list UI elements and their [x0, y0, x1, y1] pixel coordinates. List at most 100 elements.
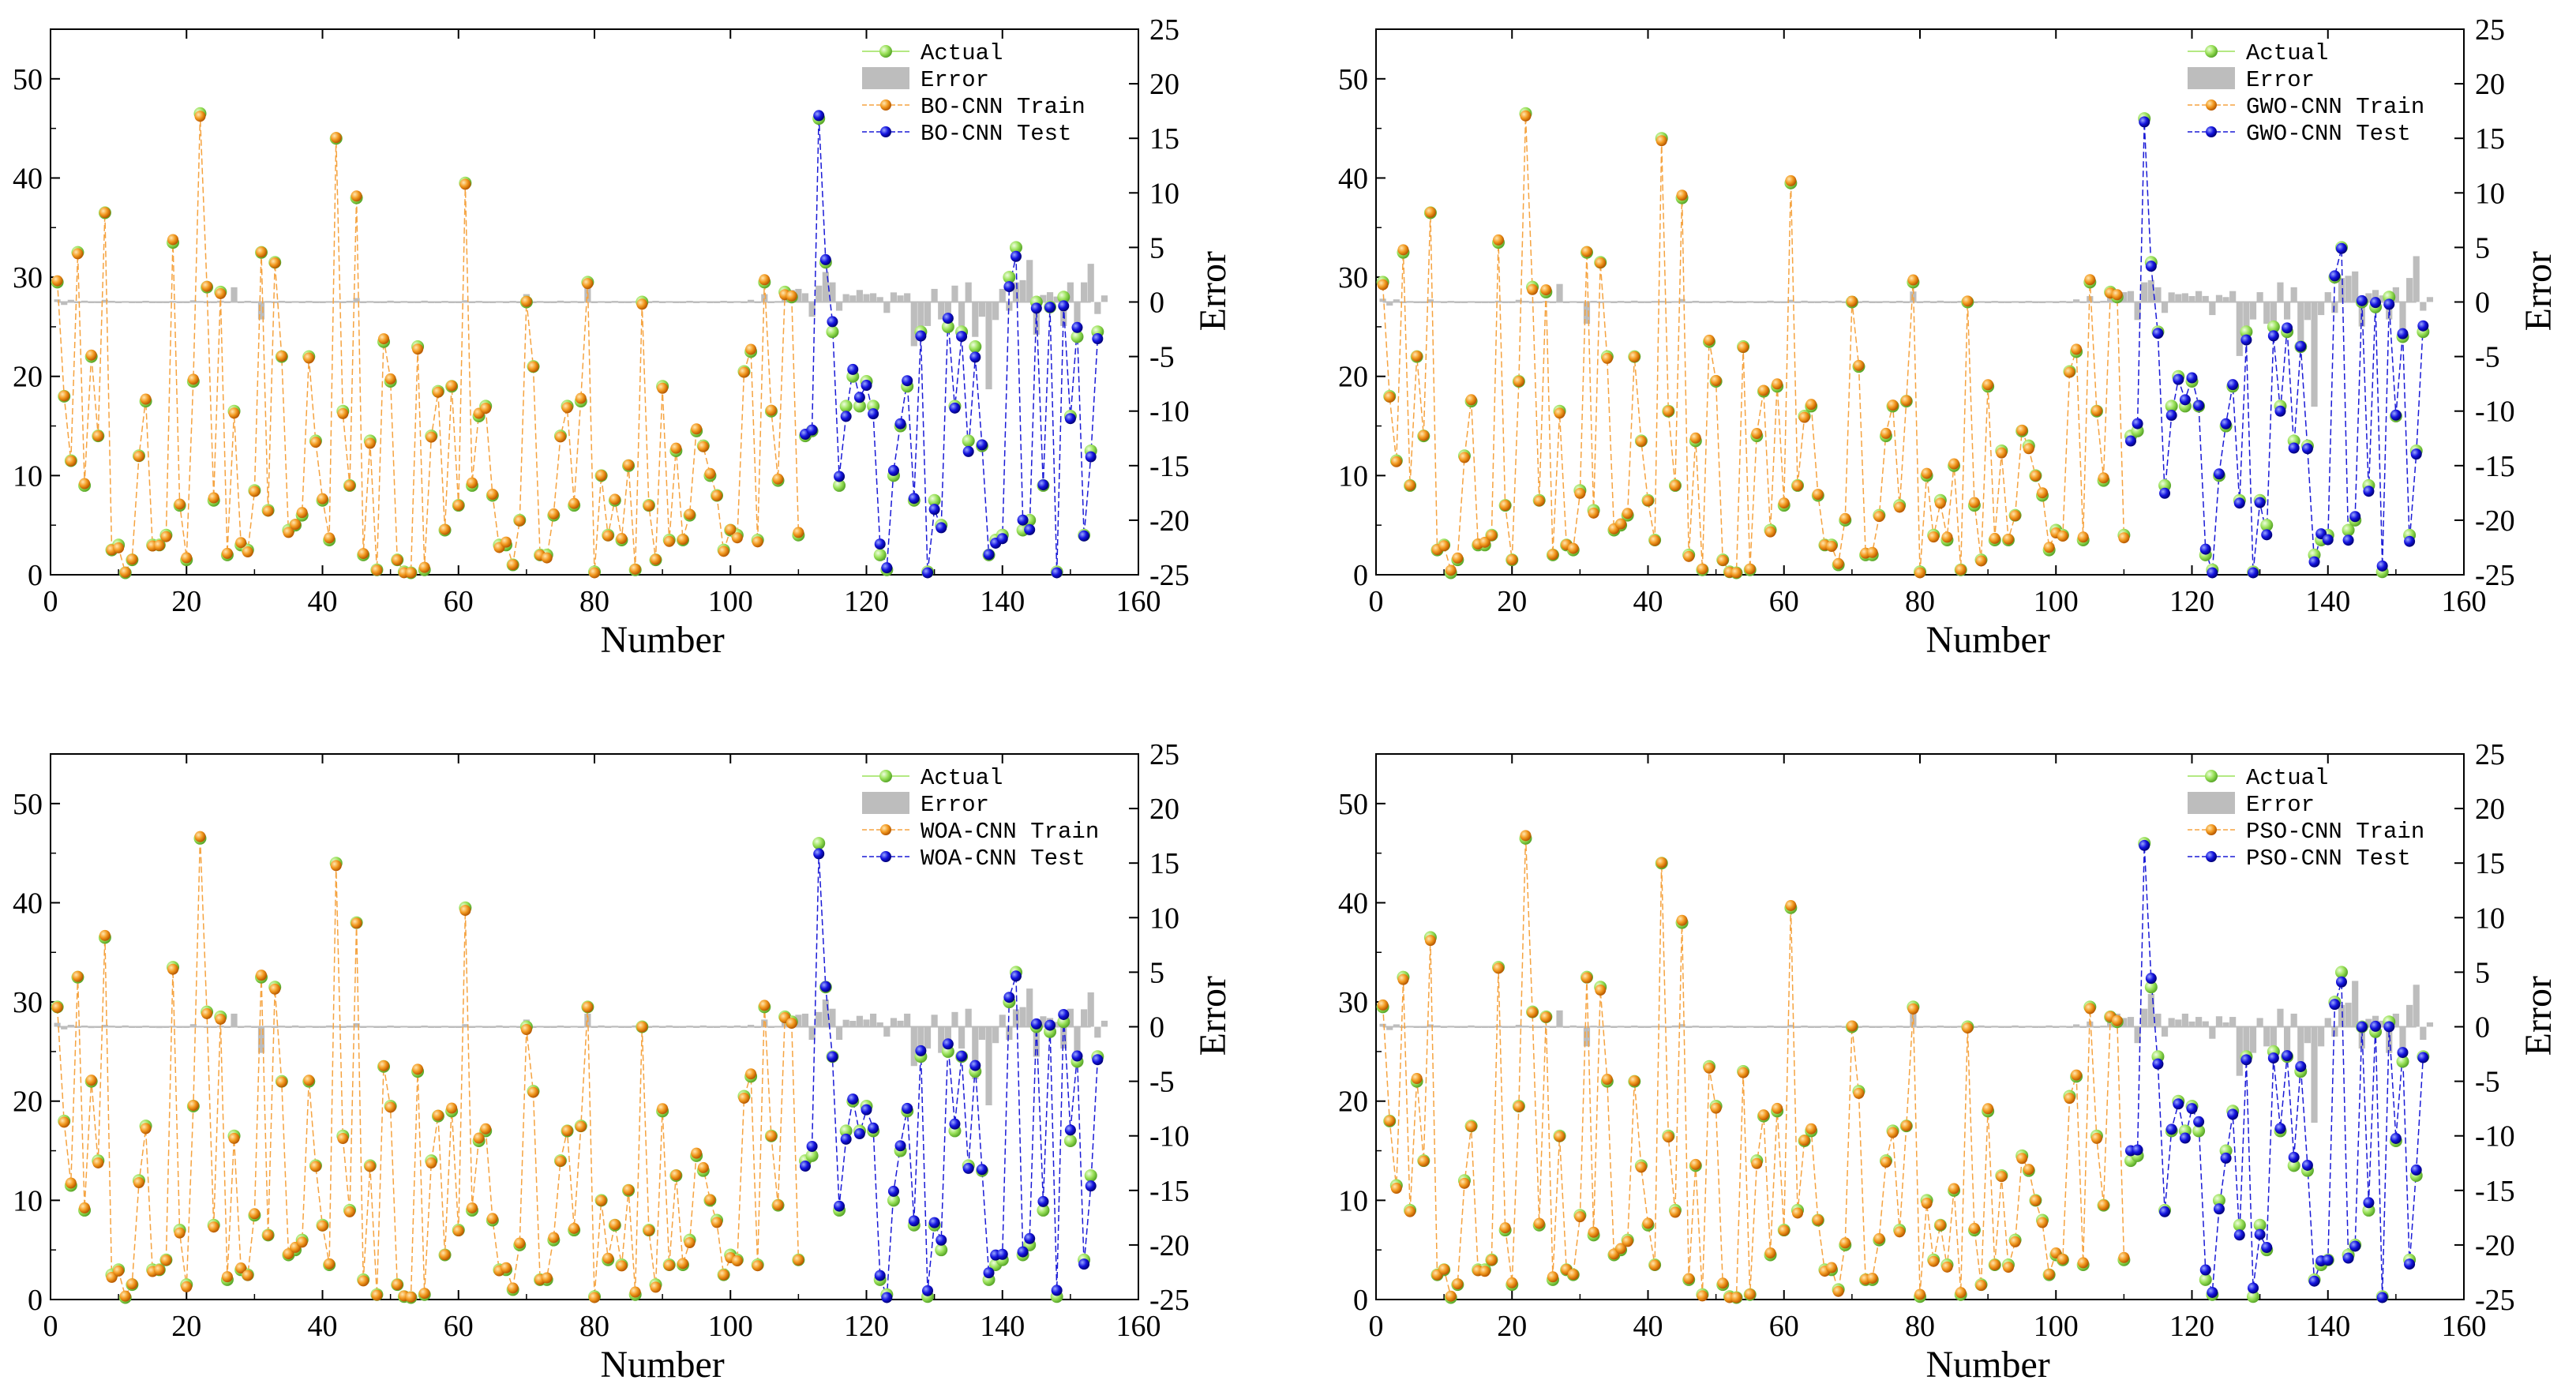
- train-point: [2009, 510, 2021, 522]
- train-point: [697, 1161, 709, 1173]
- test-point: [827, 316, 838, 328]
- train-point: [446, 380, 458, 392]
- train-point: [1968, 1222, 1980, 1234]
- train-point: [384, 373, 396, 384]
- error-bar: [285, 302, 292, 303]
- error-bar: [2420, 302, 2427, 311]
- error-bar: [101, 299, 108, 302]
- train-point: [1989, 532, 2000, 544]
- train-point: [79, 478, 91, 489]
- test-point: [806, 1140, 818, 1152]
- error-bar: [244, 1026, 251, 1027]
- train-point: [1826, 1262, 1838, 1273]
- test-point: [942, 1038, 954, 1050]
- test-point: [2159, 1206, 2171, 1217]
- x-axis-title: Number: [600, 1344, 724, 1386]
- y-tick-label: 10: [1338, 1184, 1368, 1217]
- error-bar: [332, 1026, 339, 1027]
- error-bar: [673, 1026, 680, 1028]
- train-point: [501, 1262, 512, 1273]
- error-bar: [2379, 1020, 2386, 1027]
- x-tick-label: 140: [2305, 585, 2350, 618]
- test-point: [813, 110, 825, 122]
- error-bar: [1835, 300, 1842, 302]
- error-bar: [530, 302, 537, 303]
- train-point: [663, 535, 675, 547]
- train-point: [1663, 1131, 1674, 1143]
- actual-point: [2144, 981, 2158, 994]
- error-bar: [808, 302, 816, 317]
- train-point: [228, 407, 240, 419]
- test-point: [840, 411, 852, 422]
- test-point: [1064, 1124, 1076, 1136]
- train-point: [1580, 246, 1592, 257]
- train-point: [51, 275, 63, 287]
- error-bar: [1019, 1007, 1026, 1027]
- legend-error-swatch: [862, 67, 909, 89]
- error-bar: [1726, 1026, 1733, 1027]
- train-point: [1540, 1011, 1552, 1023]
- error-bar: [169, 301, 177, 302]
- train-point: [657, 382, 669, 394]
- error-bar: [1787, 1025, 1794, 1027]
- train-point: [507, 559, 519, 571]
- error-bar: [707, 1026, 714, 1028]
- y-tick-label: 10: [13, 1184, 43, 1217]
- x-tick-label: 60: [1769, 585, 1799, 618]
- x-tick-label: 20: [171, 1310, 201, 1343]
- train-point: [113, 1265, 125, 1277]
- panel-top-left: 0 20 40 60 80 100 120 140 16001020304050-25-20-1…: [13, 13, 1234, 661]
- test-point: [2267, 330, 2279, 342]
- test-point: [2139, 116, 2150, 128]
- train-point: [1907, 274, 1919, 286]
- train-point: [677, 534, 688, 546]
- test-point: [2370, 1020, 2382, 1032]
- error-bar: [958, 1026, 966, 1049]
- error-bar: [659, 1026, 666, 1028]
- error-bar: [985, 302, 992, 390]
- train-point: [392, 1279, 403, 1291]
- error-bar: [1733, 302, 1740, 303]
- test-point: [2233, 1229, 2245, 1241]
- error-bar: [108, 1026, 115, 1027]
- error-bar: [904, 1013, 911, 1027]
- error-bar: [1509, 1026, 1516, 1028]
- error-bar: [1726, 300, 1733, 302]
- error-bar: [591, 1026, 598, 1028]
- error-bar: [407, 302, 414, 303]
- error-bar: [1522, 1026, 1529, 1027]
- train-point: [208, 1221, 219, 1233]
- x-axis-title: Number: [1925, 1344, 2049, 1386]
- train-point: [343, 479, 355, 491]
- train-point: [1751, 1157, 1763, 1169]
- train-point: [772, 1199, 784, 1211]
- error-bar: [264, 1026, 272, 1027]
- y2-axis-title: Error: [1192, 251, 1234, 331]
- train-point: [1880, 427, 1892, 439]
- error-bar: [1916, 302, 1924, 303]
- train-point: [1738, 1067, 1749, 1078]
- y2-tick-label: -20: [1149, 504, 1190, 538]
- train-point: [643, 500, 654, 512]
- error-bar: [1903, 302, 1910, 303]
- train-point: [384, 1101, 396, 1113]
- test-point: [2274, 1123, 2286, 1135]
- actual-point: [1063, 1134, 1077, 1147]
- test-point: [847, 1093, 859, 1105]
- train-point: [677, 1258, 688, 1270]
- error-bar: [1460, 1026, 1468, 1028]
- actual-point: [2165, 399, 2178, 413]
- legend-train-marker: [2206, 824, 2217, 835]
- error-bar: [1753, 302, 1760, 303]
- error-bar: [999, 1015, 1006, 1027]
- error-bar: [2345, 276, 2352, 302]
- x-tick-label: 60: [1769, 1310, 1799, 1343]
- error-bar: [1481, 1026, 1488, 1028]
- error-bar: [2168, 1018, 2175, 1027]
- train-point: [1527, 1007, 1539, 1018]
- train-point: [426, 1157, 437, 1169]
- legend-label: WOA-CNN Test: [921, 846, 1086, 872]
- train-point: [167, 234, 179, 246]
- test-point: [2342, 534, 2354, 546]
- legend-error-swatch: [862, 792, 909, 814]
